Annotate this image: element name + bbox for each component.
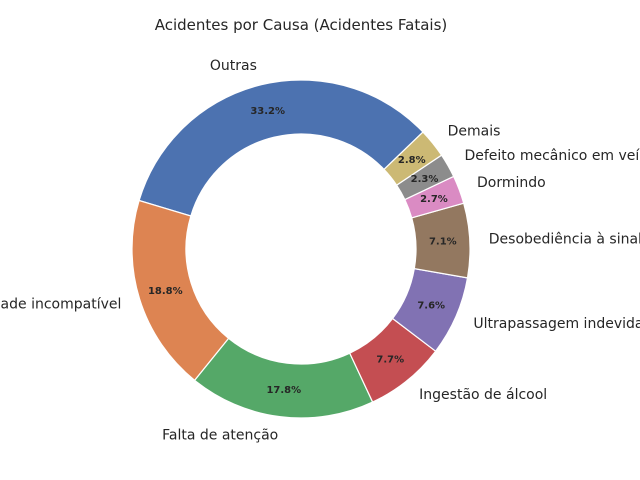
slice-label-desobediencia-a-sinalizacao: Desobediência à sinalização bbox=[489, 231, 640, 247]
labels-group: Outras 33.2% Velocidade incompatível 18.8% F… bbox=[0, 58, 640, 443]
slice-percent-outras: 33.2% bbox=[250, 106, 285, 117]
slice-percent-dormindo: 2.7% bbox=[420, 194, 448, 205]
slice-outras bbox=[138, 79, 424, 217]
slice-label-outras: Outras bbox=[210, 58, 257, 74]
slice-percent-falta-de-atencao: 17.8% bbox=[266, 385, 301, 396]
slice-percent-desobediencia-a-sinalizacao: 7.1% bbox=[429, 237, 457, 248]
slice-label-velocidade-incompativel: Velocidade incompatível bbox=[0, 296, 121, 312]
slice-percent-ingestao-de-alcool: 7.7% bbox=[376, 354, 404, 365]
slice-label-defeito-mecanico-em-veiculo: Defeito mecânico em veículo bbox=[464, 148, 640, 164]
slice-label-ingestao-de-alcool: Ingestão de álcool bbox=[419, 387, 547, 403]
slices-group bbox=[131, 79, 471, 419]
slice-label-ultrapassagem-indevida: Ultrapassagem indevida bbox=[473, 316, 640, 332]
slice-percent-ultrapassagem-indevida: 7.6% bbox=[417, 301, 445, 312]
slice-falta-de-atencao bbox=[193, 337, 374, 419]
chart-title: Acidentes por Causa (Acidentes Fatais) bbox=[155, 16, 448, 34]
slice-percent-defeito-mecanico-em-veiculo: 2.3% bbox=[411, 174, 439, 185]
slice-label-demais: Demais bbox=[448, 123, 501, 139]
slice-percent-demais: 2.8% bbox=[398, 155, 426, 166]
slice-percent-velocidade-incompativel: 18.8% bbox=[148, 286, 183, 297]
slice-demais bbox=[383, 131, 443, 186]
slice-label-falta-de-atencao: Falta de atenção bbox=[162, 428, 278, 444]
slice-label-dormindo: Dormindo bbox=[477, 175, 546, 191]
